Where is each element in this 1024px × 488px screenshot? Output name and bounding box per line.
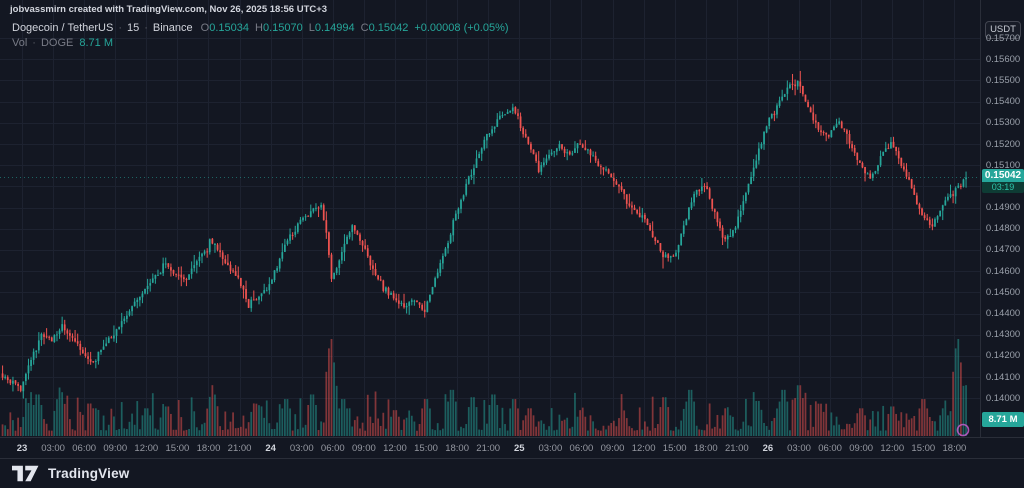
price-axis[interactable]: USDT 0.15042 03:19 8.71 M 0.15700 0.15600… bbox=[980, 0, 1024, 437]
separator: · bbox=[118, 22, 122, 34]
price-axis-label: 0.15500 bbox=[985, 74, 1021, 86]
price-axis-label: 0.14000 bbox=[985, 392, 1021, 404]
time-axis-label: 24 bbox=[265, 443, 276, 454]
high-label: H bbox=[255, 22, 263, 34]
time-axis-label: 03:00 bbox=[289, 443, 314, 454]
close-label: C bbox=[360, 22, 369, 34]
volume-value: 8.71 M bbox=[79, 37, 114, 49]
chart-legend: Dogecoin / TetherUS · 15 · Binance O0.15… bbox=[12, 21, 509, 50]
brand-name[interactable]: TradingView bbox=[48, 466, 130, 481]
volume-symbol: DOGE bbox=[40, 37, 74, 49]
price-axis-label: 0.14800 bbox=[985, 223, 1021, 235]
candles bbox=[1, 70, 967, 399]
price-axis-label: 0.14100 bbox=[985, 371, 1021, 383]
separator: · bbox=[32, 37, 36, 49]
bar-countdown: 03:19 bbox=[982, 181, 1024, 193]
ohlc-values: O0.15034 H0.15070 L0.14994 C0.15042 +0.0… bbox=[201, 21, 509, 35]
time-axis-label: 18:00 bbox=[196, 443, 221, 454]
time-axis-label: 12:00 bbox=[880, 443, 905, 454]
time-axis[interactable]: 23 03:00 06:00 09:00 12:00 15:00 18:00 21:00 24 0… bbox=[0, 437, 1024, 459]
time-axis-label: 09:00 bbox=[351, 443, 376, 454]
time-axis-label: 12:00 bbox=[383, 443, 407, 454]
time-axis-label: 25 bbox=[513, 443, 525, 454]
time-axis-label: 21:00 bbox=[724, 443, 749, 454]
price-axis-label: 0.15700 bbox=[985, 32, 1021, 44]
time-axis-label: 18:00 bbox=[693, 443, 718, 454]
interval-label[interactable]: 15 bbox=[126, 22, 140, 34]
price-axis-label: 0.14700 bbox=[985, 244, 1021, 256]
low-label: L bbox=[308, 22, 315, 34]
time-axis-label: 26 bbox=[762, 443, 774, 454]
change-value: +0.00008 (+0.05%) bbox=[414, 22, 509, 34]
last-price-value: 0.15042 bbox=[982, 168, 1024, 182]
open-label: O bbox=[200, 22, 210, 34]
last-price-badge: 0.15042 03:19 bbox=[982, 168, 1024, 193]
time-axis-label: 03:00 bbox=[41, 443, 65, 454]
price-axis-label: 0.15200 bbox=[985, 138, 1021, 150]
price-axis-label: 0.15400 bbox=[985, 96, 1021, 108]
price-axis-label: 0.14600 bbox=[985, 265, 1021, 277]
price-axis-label: 0.14300 bbox=[985, 329, 1021, 341]
open-value: 0.15034 bbox=[209, 22, 249, 34]
time-axis-label: 21:00 bbox=[476, 443, 501, 454]
time-axis-label: 15:00 bbox=[414, 443, 438, 454]
event-marker-icon bbox=[956, 423, 970, 437]
price-axis-label: 0.15600 bbox=[985, 53, 1021, 65]
price-axis-label: 0.15100 bbox=[985, 159, 1021, 171]
time-axis-label: 23 bbox=[16, 443, 28, 454]
high-value: 0.15070 bbox=[262, 22, 303, 34]
volume-label: Vol bbox=[12, 37, 28, 49]
volume-badge: 8.71 M bbox=[982, 412, 1024, 427]
time-axis-label: 03:00 bbox=[787, 443, 811, 454]
attribution-text: jobvassmirn created with TradingView.com… bbox=[10, 4, 328, 15]
time-axis-label: 15:00 bbox=[662, 443, 687, 454]
price-axis-label: 0.14500 bbox=[985, 286, 1021, 298]
price-chart-canvas[interactable] bbox=[0, 0, 980, 437]
tradingview-logo-icon[interactable] bbox=[12, 465, 40, 482]
time-axis-label: 06:00 bbox=[818, 443, 842, 454]
grid-lines bbox=[0, 0, 980, 437]
time-axis-label: 09:00 bbox=[849, 443, 874, 454]
time-axis-label: 21:00 bbox=[227, 443, 252, 454]
time-axis-label: 18:00 bbox=[445, 443, 469, 454]
time-axis-label: 09:00 bbox=[600, 443, 625, 454]
exchange-label[interactable]: Binance bbox=[152, 22, 193, 34]
time-axis-label: 18:00 bbox=[942, 443, 967, 454]
time-axis-label: 03:00 bbox=[538, 443, 563, 454]
separator: · bbox=[144, 22, 148, 34]
low-value: 0.14994 bbox=[314, 22, 355, 34]
footer-bar: TradingView bbox=[0, 458, 1024, 488]
time-axis-label: 09:00 bbox=[103, 443, 128, 454]
symbol-row: Dogecoin / TetherUS · 15 · Binance O0.15… bbox=[12, 21, 509, 35]
price-axis-label: 0.15300 bbox=[985, 117, 1021, 129]
price-axis-label: 0.14900 bbox=[985, 202, 1021, 214]
price-axis-label: 0.14400 bbox=[985, 308, 1021, 319]
time-axis-label: 12:00 bbox=[631, 443, 656, 454]
time-axis-label: 12:00 bbox=[134, 443, 159, 454]
time-axis-label: 15:00 bbox=[911, 443, 936, 454]
symbol-title[interactable]: Dogecoin / TetherUS bbox=[12, 22, 114, 34]
time-axis-label: 06:00 bbox=[72, 443, 97, 454]
time-axis-label: 15:00 bbox=[165, 443, 190, 454]
time-axis-label: 06:00 bbox=[569, 443, 594, 454]
volume-row: Vol · DOGE 8.71 M bbox=[12, 36, 509, 50]
volume-bars bbox=[1, 339, 967, 437]
price-axis-label: 0.14200 bbox=[985, 350, 1021, 362]
close-value: 0.15042 bbox=[368, 22, 409, 34]
currency-toggle-button[interactable]: USDT bbox=[985, 21, 1021, 39]
time-axis-label: 06:00 bbox=[320, 443, 345, 454]
